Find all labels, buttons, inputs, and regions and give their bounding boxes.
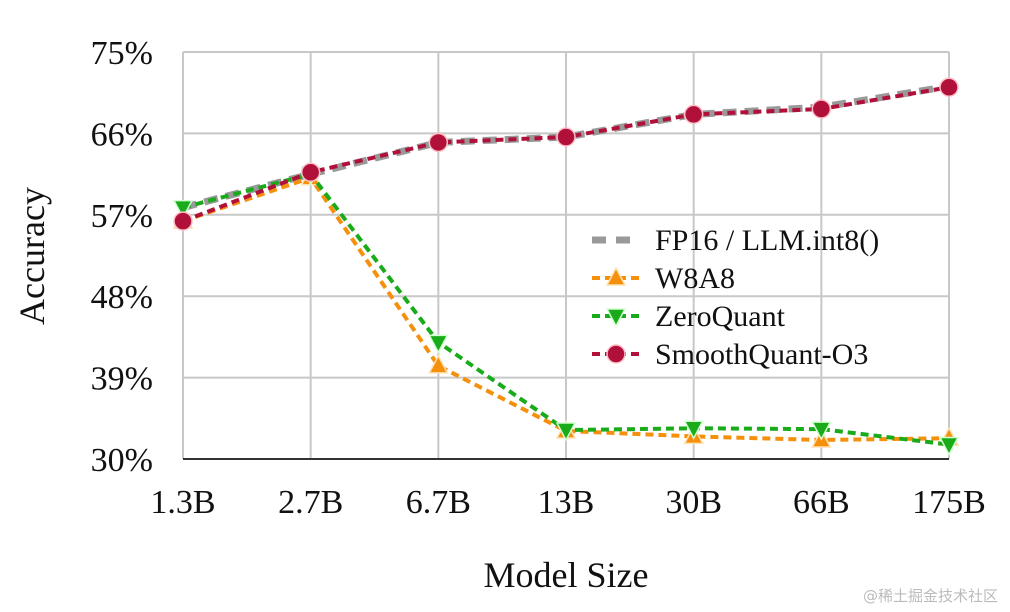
data-point [811, 99, 832, 119]
legend-marker [605, 266, 627, 286]
legend-label: W8A8 [655, 262, 735, 295]
y-tick-label: 75% [91, 35, 153, 72]
x-tick-label: 6.7B [406, 484, 471, 521]
y-tick-label: 66% [91, 116, 153, 153]
watermark: @稀土掘金技术社区 [862, 587, 998, 605]
data-point [811, 421, 832, 441]
legend-label: SmoothQuant-O3 [655, 338, 868, 371]
y-tick-label: 30% [91, 442, 153, 479]
data-point [683, 104, 704, 125]
data-point [556, 127, 576, 147]
x-tick-label: 175B [912, 484, 986, 521]
y-ticks: 30% 39% 48% 57% 66% 75% [91, 35, 153, 479]
y-axis-label: Accuracy [12, 187, 52, 325]
x-axis-label: Model Size [484, 555, 649, 595]
series-lines [172, 77, 960, 457]
y-tick-label: 48% [91, 279, 153, 316]
x-tick-label: 66B [793, 484, 850, 521]
data-point [300, 162, 321, 183]
data-point [939, 77, 959, 98]
x-tick-label: 1.3B [150, 484, 215, 521]
x-tick-label: 2.7B [278, 484, 343, 521]
legend-label: ZeroQuant [655, 300, 786, 333]
legend-marker [605, 308, 627, 328]
data-point [173, 211, 193, 231]
y-tick-label: 57% [91, 198, 153, 235]
x-ticks: 1.3B 2.7B 6.7B 13B 30B 66B 175B [150, 484, 985, 521]
legend-label: FP16 / LLM.int8() [655, 224, 879, 257]
data-point [428, 132, 449, 153]
x-tick-label: 30B [665, 484, 722, 521]
x-tick-label: 13B [538, 484, 595, 521]
data-point [172, 199, 194, 220]
data-point [428, 334, 449, 354]
legend-marker [606, 344, 626, 364]
data-point [555, 422, 577, 442]
data-point [938, 436, 960, 457]
y-tick-label: 39% [91, 361, 153, 398]
legend: FP16 / LLM.int8() W8A8 ZeroQuant SmoothQuan… [592, 224, 879, 371]
data-point [428, 354, 449, 374]
data-point [683, 420, 704, 440]
